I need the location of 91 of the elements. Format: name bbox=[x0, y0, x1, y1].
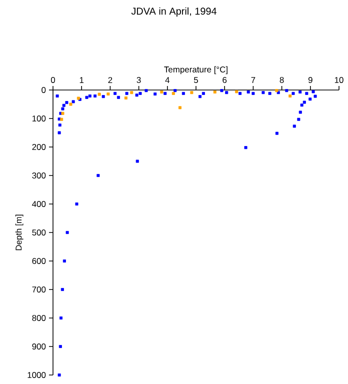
y-tick-label: 0 bbox=[42, 87, 46, 93]
chart-title: JDVA in April, 1994 bbox=[131, 7, 217, 17]
x-tick-label: 6 bbox=[222, 76, 227, 83]
point bbox=[160, 90, 164, 94]
point bbox=[252, 92, 255, 95]
point bbox=[138, 92, 142, 95]
y-tick-label: 900 bbox=[32, 344, 46, 350]
point bbox=[262, 91, 265, 94]
y-tick-label: 700 bbox=[32, 286, 46, 292]
y-tick-label: 600 bbox=[32, 258, 46, 264]
point bbox=[154, 92, 157, 96]
point bbox=[302, 100, 306, 104]
point bbox=[182, 92, 185, 95]
x-tick-label: 1 bbox=[80, 77, 84, 83]
point bbox=[75, 202, 78, 206]
x-tick-label: 8 bbox=[280, 76, 284, 83]
point bbox=[60, 316, 63, 320]
point bbox=[285, 89, 288, 92]
y-tick-label: 500 bbox=[32, 230, 46, 236]
point bbox=[96, 174, 100, 177]
x-tick-label: 2 bbox=[108, 77, 112, 83]
point bbox=[312, 90, 315, 94]
point bbox=[268, 92, 272, 95]
point bbox=[62, 104, 66, 107]
point bbox=[135, 94, 138, 97]
y-tick-label: 200 bbox=[32, 144, 46, 150]
point bbox=[58, 124, 62, 127]
point bbox=[60, 118, 64, 121]
point bbox=[314, 94, 317, 98]
y-tick-label: 400 bbox=[32, 201, 46, 207]
x-tick-label: 10 bbox=[334, 76, 344, 83]
point bbox=[66, 231, 69, 234]
x-tick-label: 3 bbox=[136, 76, 141, 83]
point bbox=[235, 90, 238, 94]
x-tick-label: 4 bbox=[165, 77, 170, 83]
y-tick-label: 1000 bbox=[28, 372, 46, 378]
point bbox=[69, 102, 72, 106]
point bbox=[61, 107, 64, 110]
point bbox=[244, 146, 248, 150]
point bbox=[298, 90, 302, 94]
point bbox=[58, 374, 61, 376]
point bbox=[58, 345, 62, 348]
point bbox=[174, 89, 177, 92]
point bbox=[85, 96, 88, 99]
point bbox=[136, 160, 139, 163]
point bbox=[178, 106, 182, 110]
point bbox=[65, 101, 68, 104]
x-tick-label: 9 bbox=[308, 76, 312, 83]
point bbox=[198, 95, 202, 98]
point bbox=[300, 104, 304, 107]
point bbox=[220, 89, 224, 92]
point bbox=[292, 124, 296, 128]
point bbox=[144, 89, 148, 92]
point bbox=[72, 100, 75, 104]
point bbox=[288, 94, 292, 98]
y-tick-label: 800 bbox=[32, 315, 46, 321]
point bbox=[292, 92, 295, 95]
y-tick-label: 100 bbox=[32, 116, 46, 122]
point bbox=[308, 98, 312, 101]
x-tick-label: 0 bbox=[50, 76, 56, 83]
point bbox=[62, 260, 66, 262]
point bbox=[305, 92, 308, 95]
x-tick-label: 7 bbox=[251, 77, 256, 83]
y-tick-label: 300 bbox=[32, 172, 46, 178]
point bbox=[225, 91, 228, 94]
point bbox=[116, 96, 120, 99]
point bbox=[125, 92, 128, 95]
point bbox=[298, 110, 302, 114]
point bbox=[246, 90, 250, 94]
point bbox=[114, 92, 117, 95]
point bbox=[98, 92, 101, 96]
x-axis-title: Temperature [°C] bbox=[164, 66, 228, 74]
point bbox=[102, 95, 105, 98]
point bbox=[58, 131, 61, 134]
point bbox=[297, 118, 300, 121]
point bbox=[238, 92, 242, 95]
point bbox=[56, 94, 59, 98]
point bbox=[88, 94, 92, 98]
point bbox=[130, 91, 134, 94]
point bbox=[275, 132, 278, 135]
x-tick-label: 5 bbox=[194, 77, 198, 83]
point bbox=[213, 90, 216, 94]
point bbox=[94, 94, 97, 98]
point bbox=[190, 91, 194, 94]
y-axis-title: Depth [m] bbox=[15, 214, 24, 250]
point bbox=[202, 92, 205, 95]
point bbox=[124, 96, 128, 100]
point bbox=[172, 92, 175, 95]
point bbox=[106, 92, 110, 96]
point bbox=[60, 288, 64, 291]
point bbox=[164, 92, 167, 95]
